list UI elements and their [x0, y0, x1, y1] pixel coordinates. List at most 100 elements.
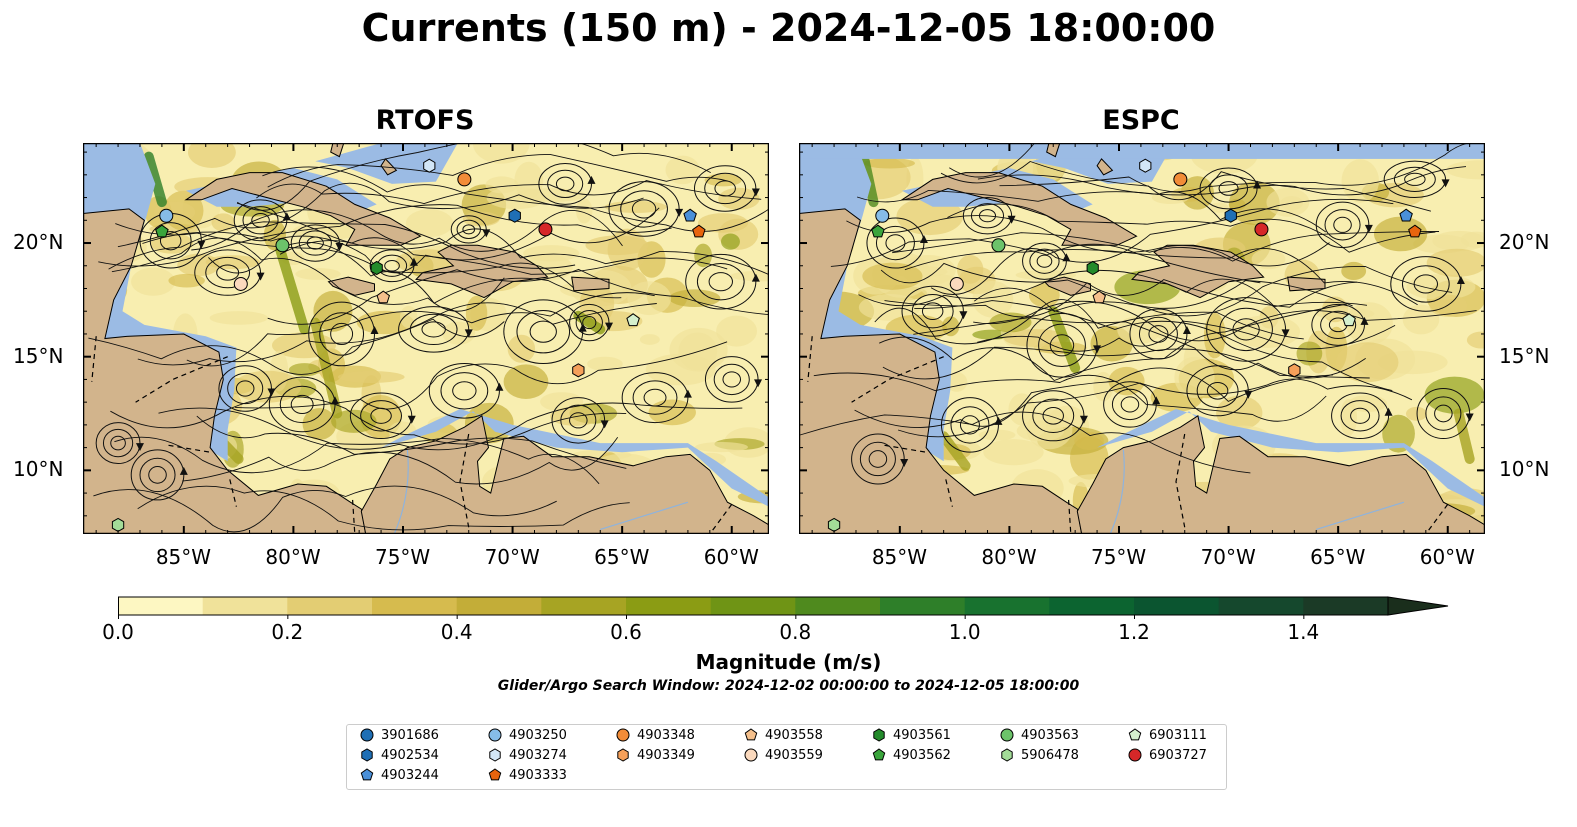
float-marker-5906478[interactable]: [827, 517, 841, 532]
float-marker-4903349[interactable]: [572, 363, 585, 378]
lat-tick-label: 15°N: [1499, 343, 1550, 368]
colorbar-segment: [880, 597, 966, 615]
colorbar-segment: [456, 597, 542, 615]
lon-tick-label: 85°W: [155, 545, 212, 569]
circle-marker-icon: [488, 728, 502, 742]
legend-label: 4903559: [765, 747, 823, 763]
lat-tick-label: 10°N: [13, 457, 64, 482]
colorbar-tick-label: 0.2: [271, 620, 304, 644]
float-marker-4903244[interactable]: [1399, 208, 1413, 222]
lon-tick-label: 65°W: [1310, 545, 1366, 569]
float-marker-4903348[interactable]: [457, 172, 472, 187]
float-marker-4903250[interactable]: [159, 208, 174, 223]
legend-label: 4902534: [381, 747, 439, 763]
float-marker-4903559[interactable]: [233, 276, 248, 291]
lon-tick-label: 80°W: [265, 545, 321, 569]
map-panel-rtofs: [83, 143, 769, 534]
colorbar-segment: [795, 597, 881, 615]
float-marker-4903274[interactable]: [423, 158, 436, 173]
float-marker-4903561[interactable]: [1086, 260, 1099, 276]
float-marker-6903111[interactable]: [1342, 313, 1356, 327]
pentagon-marker-icon: [744, 728, 758, 741]
float-marker-4903562[interactable]: [871, 224, 885, 238]
float-legend: 3901686 4902534 4903244 4903250 4903274 49033…: [346, 724, 1227, 790]
lon-tick-label: 85°W: [871, 545, 928, 569]
search-window-caption: Glider/Argo Search Window: 2024-12-02 00…: [497, 678, 1080, 694]
lat-tick-label: 15°N: [13, 343, 64, 368]
float-marker-6903111[interactable]: [626, 313, 640, 327]
hexagon-marker-icon: [873, 728, 885, 742]
circle-marker-icon: [1128, 748, 1142, 762]
colorbar-tick-label: 0.4: [440, 620, 473, 644]
float-marker-4903561[interactable]: [370, 260, 383, 276]
legend-item-4903558: 4903558: [743, 727, 823, 743]
lon-tick-label: 75°W: [374, 545, 431, 569]
float-marker-4903558[interactable]: [1092, 290, 1106, 304]
float-marker-4903563[interactable]: [991, 238, 1006, 253]
colorbar-segment: [710, 597, 796, 615]
legend-item-4903559: 4903559: [743, 747, 823, 763]
float-marker-4903244[interactable]: [683, 208, 697, 222]
float-marker-4903562[interactable]: [155, 224, 169, 238]
map-panel-espc: [799, 143, 1485, 534]
circle-marker-icon: [744, 748, 758, 762]
legend-item-5906478: 5906478: [999, 747, 1079, 763]
float-marker-6903727[interactable]: [538, 222, 553, 237]
legend-item-6903111: 6903111: [1127, 727, 1207, 743]
colorbar-segment: [202, 597, 288, 615]
float-marker-4903333[interactable]: [692, 224, 706, 238]
circle-marker-icon: [616, 728, 630, 742]
float-marker-4903349[interactable]: [1288, 363, 1301, 378]
hexagon-marker-icon: [617, 748, 629, 762]
legend-item-4903349: 4903349: [615, 747, 695, 763]
legend-item-4903348: 4903348: [615, 727, 695, 743]
legend-label: 4903348: [637, 727, 695, 743]
legend-label: 5906478: [1021, 747, 1079, 763]
hexagon-marker-icon: [1001, 748, 1013, 762]
legend-item-4903333: 4903333: [487, 767, 567, 783]
float-marker-6903727[interactable]: [1254, 222, 1269, 237]
hexagon-marker-icon: [361, 748, 373, 762]
float-marker-4902534[interactable]: [1224, 208, 1237, 223]
legend-label: 3901686: [381, 727, 439, 743]
panel-title-espc: ESPC: [1102, 105, 1180, 136]
legend-label: 6903727: [1149, 747, 1207, 763]
legend-item-4902534: 4902534: [359, 747, 439, 763]
legend-label: 4903349: [637, 747, 695, 763]
float-marker-4902534[interactable]: [508, 208, 521, 223]
lat-tick-label: 20°N: [1499, 230, 1550, 255]
colorbar-segment: [1134, 597, 1220, 615]
pentagon-marker-icon: [360, 768, 374, 781]
legend-item-3901686: 3901686: [359, 727, 439, 743]
float-marker-4903274[interactable]: [1139, 158, 1152, 173]
legend-item-4903561: 4903561: [871, 727, 951, 743]
lon-tick-label: 65°W: [594, 545, 650, 569]
legend-item-4903250: 4903250: [487, 727, 567, 743]
colorbar-tick-label: 1.4: [1287, 620, 1320, 644]
legend-item-4903244: 4903244: [359, 767, 439, 783]
float-marker-4903559[interactable]: [949, 276, 964, 291]
pentagon-marker-icon: [488, 768, 502, 781]
legend-label: 4903563: [1021, 727, 1079, 743]
colorbar-segment: [287, 597, 373, 615]
colorbar-segment: [372, 597, 458, 615]
lon-tick-label: 70°W: [484, 545, 540, 569]
lat-tick-label: 10°N: [1499, 457, 1550, 482]
float-marker-4903563[interactable]: [275, 238, 290, 253]
float-marker-5906478[interactable]: [111, 517, 125, 532]
colorbar-segment: [1303, 597, 1389, 615]
legend-label: 6903111: [1149, 727, 1207, 743]
float-marker-4903558[interactable]: [376, 290, 390, 304]
legend-label: 4903558: [765, 727, 823, 743]
float-marker-4903250[interactable]: [875, 208, 890, 223]
legend-item-4903563: 4903563: [999, 727, 1079, 743]
float-marker-4903333[interactable]: [1408, 224, 1422, 238]
colorbar-label: Magnitude (m/s): [695, 650, 882, 674]
float-marker-4903348[interactable]: [1173, 172, 1188, 187]
hexagon-marker-icon: [489, 748, 501, 762]
legend-label: 4903333: [509, 767, 567, 783]
figure-title: Currents (150 m) - 2024-12-05 18:00:00: [361, 6, 1216, 50]
colorbar-tick-label: 0.6: [610, 620, 642, 644]
lon-tick-label: 60°W: [1419, 545, 1475, 569]
lon-tick-label: 75°W: [1090, 545, 1147, 569]
